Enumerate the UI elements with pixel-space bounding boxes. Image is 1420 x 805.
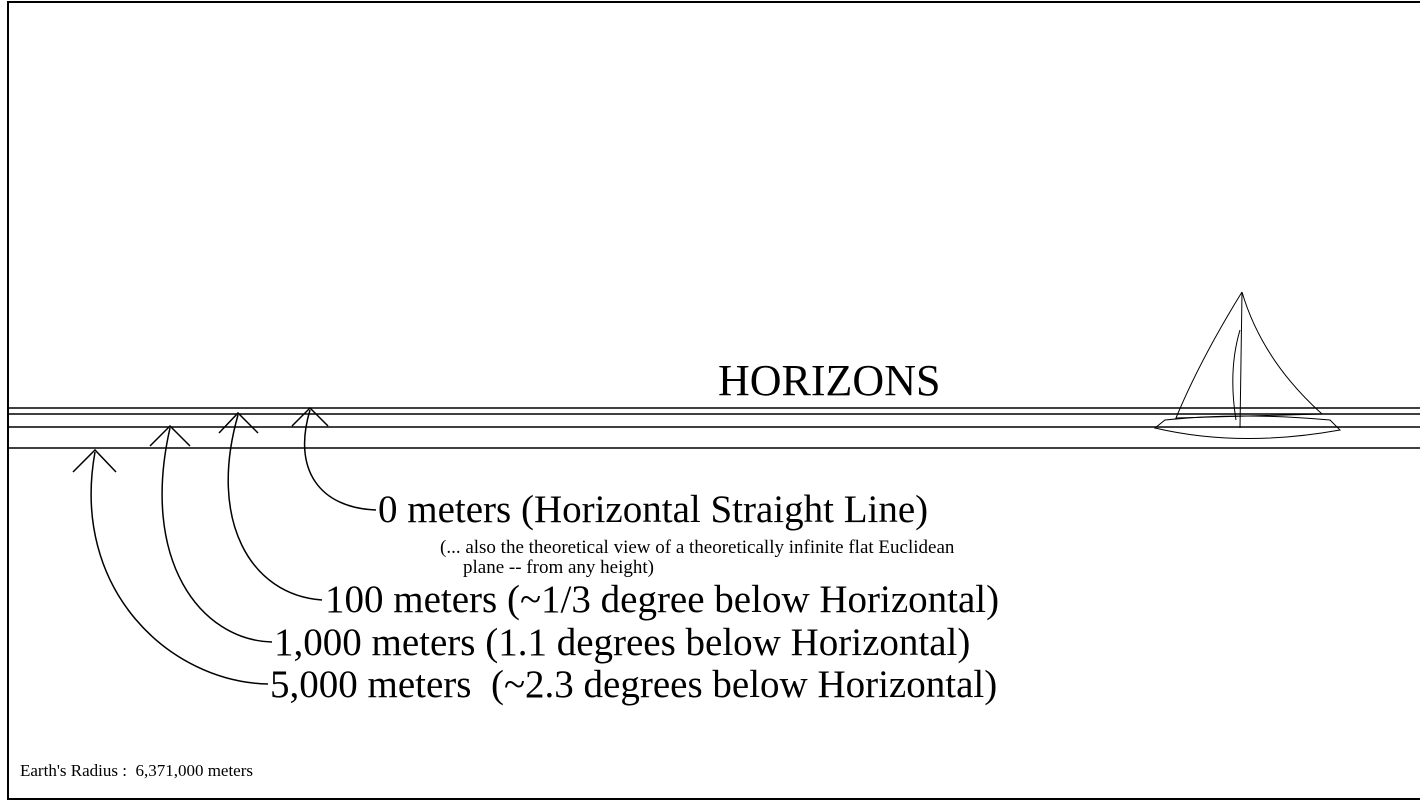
label: 100 meters (~1/3 degree below Horizontal… [325, 578, 999, 621]
horizon-lines [8, 408, 1420, 448]
sailboat [1155, 292, 1340, 439]
label: 1,000 meters (1.1 degrees below Horizont… [274, 621, 970, 664]
label: 0 meters (Horizontal Straight Line) [378, 488, 928, 531]
label: 5,000 meters (~2.3 degrees below Horizon… [270, 663, 997, 706]
title: HORIZONS [718, 356, 940, 405]
diagram: HORIZONS 0 meters (Horizontal Straight L… [0, 0, 1420, 805]
footer: Earth's Radius : 6,371,000 meters [20, 761, 253, 780]
note-line: plane -- from any height) [463, 557, 654, 578]
note-line: (... also the theoretical view of a theo… [440, 537, 955, 558]
